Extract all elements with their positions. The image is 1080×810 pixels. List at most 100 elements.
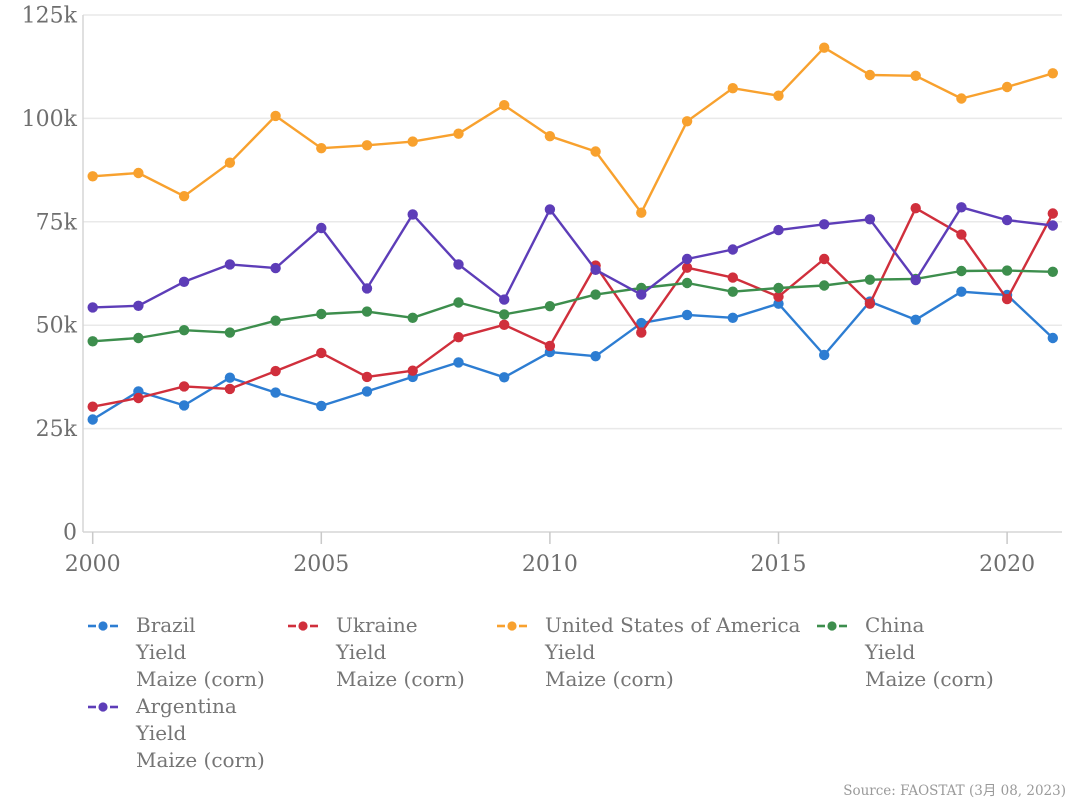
data-point-argentina-2009[interactable] [499, 294, 510, 305]
data-point-united-states-of-america-2021[interactable] [1047, 68, 1059, 79]
legend-item-argentina[interactable]: Argentina Yield Maize (corn) [88, 693, 265, 774]
data-point-argentina-2017[interactable] [864, 214, 876, 225]
data-point-ukraine-2007[interactable] [407, 365, 418, 376]
data-point-china-2009[interactable] [499, 309, 510, 320]
data-point-brazil-2011[interactable] [590, 351, 601, 362]
data-point-ukraine-2000[interactable] [87, 401, 98, 412]
data-point-united-states-of-america-2010[interactable] [544, 131, 556, 142]
data-point-argentina-2013[interactable] [681, 253, 693, 265]
data-point-brazil-2014[interactable] [727, 312, 738, 323]
data-point-ukraine-2014[interactable] [727, 272, 738, 283]
data-point-brazil-2019[interactable] [956, 286, 967, 297]
data-point-ukraine-2015[interactable] [773, 291, 784, 302]
data-point-china-2008[interactable] [453, 297, 464, 308]
data-point-argentina-2020[interactable] [1001, 214, 1013, 226]
data-point-united-states-of-america-2019[interactable] [956, 93, 967, 104]
data-point-brazil-2005[interactable] [316, 400, 327, 412]
data-point-ukraine-2002[interactable] [178, 381, 190, 392]
data-point-brazil-2006[interactable] [361, 386, 373, 397]
data-point-ukraine-2016[interactable] [819, 253, 830, 265]
data-point-united-states-of-america-2008[interactable] [453, 128, 464, 139]
data-point-brazil-2000[interactable] [87, 414, 98, 425]
data-point-china-2017[interactable] [864, 274, 876, 285]
data-point-argentina-2007[interactable] [407, 209, 418, 220]
data-point-ukraine-2003[interactable] [224, 383, 236, 395]
data-point-argentina-2004[interactable] [270, 262, 281, 274]
data-point-united-states-of-america-2012[interactable] [636, 207, 647, 218]
data-point-china-2010[interactable] [544, 301, 556, 312]
data-point-argentina-2005[interactable] [316, 222, 327, 234]
data-point-argentina-2000[interactable] [87, 302, 98, 313]
data-point-brazil-2016[interactable] [819, 349, 830, 361]
data-point-united-states-of-america-2009[interactable] [499, 100, 510, 111]
data-point-ukraine-2001[interactable] [133, 392, 144, 404]
data-point-china-2005[interactable] [316, 308, 327, 320]
data-point-china-2007[interactable] [407, 312, 418, 323]
data-point-ukraine-2018[interactable] [910, 203, 921, 214]
data-point-united-states-of-america-2000[interactable] [87, 171, 98, 182]
data-point-brazil-2003[interactable] [224, 372, 236, 383]
data-point-brazil-2002[interactable] [178, 400, 190, 411]
data-point-ukraine-2020[interactable] [1001, 293, 1013, 305]
legend-item-brazil[interactable]: Brazil Yield Maize (corn) [88, 612, 265, 693]
data-point-argentina-2019[interactable] [956, 202, 967, 213]
data-point-ukraine-2013[interactable] [681, 262, 693, 273]
data-point-brazil-2004[interactable] [270, 387, 281, 398]
data-point-ukraine-2017[interactable] [864, 298, 876, 309]
data-point-china-2002[interactable] [178, 325, 190, 336]
data-point-united-states-of-america-2016[interactable] [819, 42, 830, 53]
data-point-ukraine-2005[interactable] [316, 347, 327, 359]
data-point-argentina-2018[interactable] [910, 274, 921, 286]
data-point-united-states-of-america-2003[interactable] [224, 157, 236, 168]
data-point-argentina-2014[interactable] [727, 244, 738, 255]
data-point-china-2006[interactable] [361, 306, 373, 317]
data-point-brazil-2021[interactable] [1047, 332, 1059, 344]
data-point-ukraine-2021[interactable] [1047, 208, 1059, 219]
data-point-argentina-2015[interactable] [773, 224, 784, 236]
data-point-united-states-of-america-2004[interactable] [270, 110, 281, 122]
data-point-brazil-2013[interactable] [681, 309, 693, 321]
data-point-argentina-2012[interactable] [636, 289, 647, 300]
data-point-china-2001[interactable] [133, 332, 144, 344]
data-point-argentina-2010[interactable] [544, 204, 556, 215]
data-point-china-2016[interactable] [819, 280, 830, 291]
data-point-china-2020[interactable] [1001, 265, 1013, 276]
data-point-brazil-2018[interactable] [910, 314, 921, 325]
data-point-united-states-of-america-2014[interactable] [727, 83, 738, 94]
data-point-argentina-2006[interactable] [361, 283, 373, 294]
data-point-argentina-2008[interactable] [453, 259, 464, 270]
data-point-china-2019[interactable] [956, 265, 967, 277]
data-point-ukraine-2004[interactable] [270, 365, 281, 377]
data-point-argentina-2011[interactable] [590, 264, 601, 275]
data-point-china-2013[interactable] [681, 277, 693, 289]
data-point-brazil-2009[interactable] [499, 372, 510, 383]
data-point-united-states-of-america-2006[interactable] [361, 140, 373, 151]
data-point-china-2021[interactable] [1047, 266, 1059, 277]
data-point-china-2004[interactable] [270, 315, 281, 326]
data-point-ukraine-2012[interactable] [636, 327, 647, 338]
legend-item-ukraine[interactable]: Ukraine Yield Maize (corn) [288, 612, 465, 693]
data-point-united-states-of-america-2011[interactable] [590, 146, 601, 157]
data-point-argentina-2016[interactable] [819, 219, 830, 230]
data-point-argentina-2001[interactable] [133, 300, 144, 311]
data-point-china-2011[interactable] [590, 289, 601, 300]
data-point-ukraine-2008[interactable] [453, 332, 464, 343]
data-point-united-states-of-america-2002[interactable] [178, 191, 190, 202]
legend-item-china[interactable]: China Yield Maize (corn) [817, 612, 994, 693]
data-point-brazil-2012[interactable] [636, 317, 647, 329]
data-point-ukraine-2009[interactable] [499, 319, 510, 330]
data-point-china-2000[interactable] [87, 336, 98, 347]
data-point-china-2015[interactable] [773, 282, 784, 294]
data-point-united-states-of-america-2020[interactable] [1001, 81, 1013, 93]
data-point-united-states-of-america-2017[interactable] [864, 69, 876, 81]
data-point-ukraine-2010[interactable] [544, 340, 556, 352]
data-point-ukraine-2006[interactable] [361, 371, 373, 383]
data-point-ukraine-2019[interactable] [956, 229, 967, 240]
legend-item-united-states[interactable]: United States of America Yield Maize (co… [497, 612, 800, 693]
data-point-united-states-of-america-2007[interactable] [407, 136, 418, 147]
data-point-china-2014[interactable] [727, 286, 738, 297]
data-point-united-states-of-america-2015[interactable] [773, 90, 784, 101]
data-point-argentina-2002[interactable] [178, 276, 190, 287]
data-point-united-states-of-america-2018[interactable] [910, 70, 921, 82]
data-point-china-2003[interactable] [224, 327, 236, 338]
